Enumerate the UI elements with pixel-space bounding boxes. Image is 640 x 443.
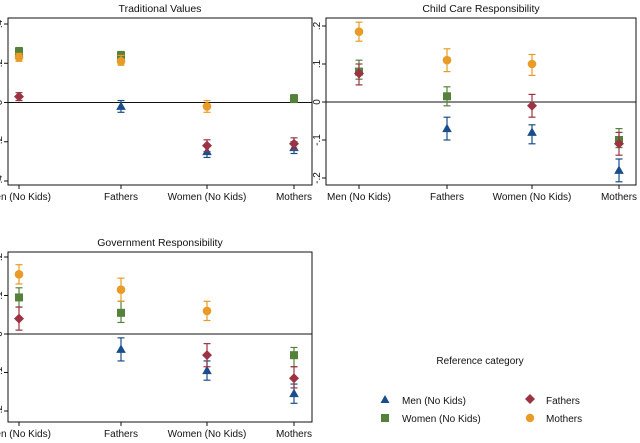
x-tick-label: Men (No Kids) [0,192,51,203]
x-tick-label: Women (No Kids) [493,192,572,203]
point-mothers [14,53,24,62]
panel-title: Government Responsibility [97,237,223,249]
x-tick-label: Fathers [430,192,464,203]
point-fathers [14,313,24,324]
point-mothers [202,102,212,111]
plot-marks-0: -.4 -.2 0 .2 .4 Men (No Kids) Fathers Women (No… [0,19,312,203]
y-tick-label: .2 [0,59,5,68]
panel-child-care-responsibility: Child Care Responsibility [325,3,637,186]
point-men-no-kids [289,388,299,398]
legend-marker-mothers [525,413,535,423]
panel-title: Child Care Responsibility [422,3,540,15]
x-tick-label: Mothers [276,429,312,440]
point-men-no-kids [116,101,126,110]
point-fathers [614,138,624,149]
point-men-no-kids [202,365,212,375]
y-tick-label: -.4 [0,175,5,187]
plot-frame [7,17,313,186]
y-tick-label: 0 [312,99,323,105]
panel-government-responsibility: Government Responsibility [7,237,313,423]
point-women-no-kids [290,94,298,103]
point-mothers [527,59,537,69]
x-tick-label: Men (No Kids) [327,192,391,203]
point-fathers [527,100,537,111]
y-tick-label: .1 [0,291,5,300]
point-fathers [289,138,299,149]
point-fathers [354,68,364,79]
legend-marker-women-no-kids [381,414,389,422]
legend-label-men-no-kids: Men (No Kids) [402,396,466,407]
y-tick-label: -.1 [0,366,5,378]
y-tick-label: .2 [312,21,323,30]
y-tick-label: -.1 [312,134,323,146]
x-tick-label: Mothers [276,192,312,203]
panel-traditional-values: Traditional Values [7,3,313,186]
point-men-no-kids [442,123,452,133]
point-women-no-kids [117,308,125,317]
y-tick-label: -.2 [0,135,5,147]
point-mothers [202,306,212,316]
point-mothers [116,285,126,295]
y-tick-label: .2 [0,252,5,261]
legend-label-mothers: Mothers [546,414,582,425]
x-tick-label: Mothers [601,192,637,203]
point-women-no-kids [443,92,451,101]
legend-label-fathers: Fathers [546,396,580,407]
legend-title: Reference category [436,356,523,367]
point-mothers [14,270,24,279]
point-fathers [289,373,299,384]
y-tick-label: 0 [0,99,5,105]
point-mothers [354,27,364,36]
y-tick-label: -.2 [0,405,5,417]
legend-marker-men-no-kids [380,395,390,403]
point-men-no-kids [614,165,624,174]
x-tick-label: Women (No Kids) [168,192,247,203]
x-tick-label: Women (No Kids) [168,429,247,440]
legend: Reference category Men (No Kids) Fathers… [380,356,582,425]
plot-marks-1: -.2 -.1 0 .1 .2 Men (No Kids) Fathers Women (No… [312,21,637,203]
point-women-no-kids [290,351,298,360]
point-women-no-kids [15,293,23,302]
point-mothers [442,55,452,65]
y-tick-label: .4 [0,19,5,28]
x-tick-label: Men (No Kids) [0,429,51,440]
plot-frame [7,251,313,423]
legend-marker-fathers [525,394,535,404]
plot-marks-2: -.2 -.1 0 .1 .2 Men (No Kids) Fathers Women (No… [0,252,312,440]
point-fathers [202,140,212,151]
point-men-no-kids [527,127,537,136]
legend-label-women-no-kids: Women (No Kids) [402,414,481,425]
point-men-no-kids [116,344,126,353]
point-fathers [202,350,212,361]
point-mothers [116,56,126,66]
x-tick-label: Fathers [104,429,138,440]
x-tick-label: Fathers [104,192,138,203]
y-tick-label: -.2 [312,172,323,184]
panel-title: Traditional Values [119,3,202,15]
y-tick-label: .1 [312,59,323,68]
point-women-no-kids [15,47,23,56]
point-fathers [14,91,24,102]
y-tick-label: 0 [0,331,5,337]
